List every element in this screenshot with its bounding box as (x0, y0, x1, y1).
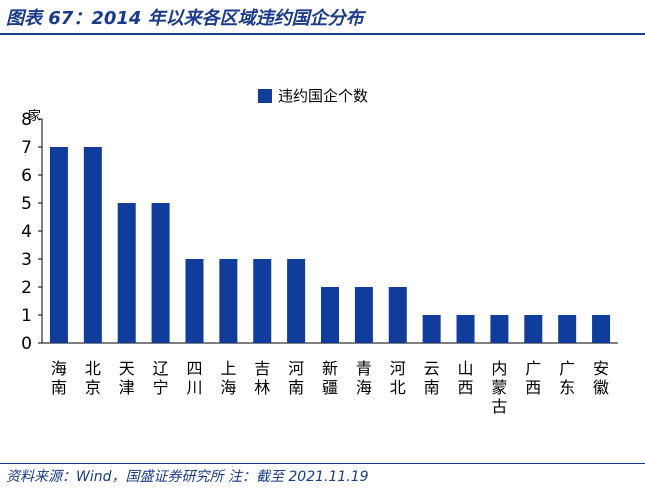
x-tick-label-char: 北 (85, 359, 101, 378)
x-tick-label-char: 河 (288, 359, 304, 378)
bar-广西 (524, 315, 543, 343)
source-note: 资料来源：Wind，国盛证券研究所 注：截至 2021.11.19 (6, 469, 369, 485)
x-tick-label-char: 辽 (153, 359, 169, 378)
footer-divider (0, 463, 645, 464)
x-tick-label-char: 林 (254, 378, 270, 397)
x-tick-label-char: 南 (424, 378, 440, 397)
bar-青海 (354, 287, 373, 343)
x-tick-label-char: 海 (356, 378, 372, 397)
x-tick-label-char: 新 (322, 359, 338, 378)
y-tick-label: 7 (21, 138, 32, 158)
bar-山西 (456, 315, 475, 343)
title-divider (0, 33, 645, 35)
bar-广东 (558, 315, 577, 343)
x-tick-label-char: 天 (119, 359, 135, 378)
x-tick-label-char: 宁 (153, 378, 169, 397)
bar-内蒙古 (490, 315, 509, 343)
x-tick-label-char: 徽 (593, 378, 609, 397)
bar-新疆 (321, 287, 339, 343)
x-tick-label-char: 海 (220, 378, 236, 397)
y-tick-label: 6 (21, 166, 32, 186)
x-tick-label-char: 青 (356, 359, 372, 378)
x-tick-label-char: 西 (525, 378, 541, 397)
bar-吉林 (253, 259, 272, 343)
bar-安徽 (592, 315, 611, 343)
y-axis-unit-label: 家 (28, 108, 41, 124)
bar-河南 (287, 259, 306, 343)
x-tick-label-char: 安 (593, 359, 609, 378)
x-tick-label-char: 河 (390, 359, 406, 378)
bar-chart: 012345678家海南北京天津辽宁四川上海吉林河南新疆青海河北云南山西内蒙古广… (21, 87, 618, 416)
y-tick-label: 0 (21, 334, 32, 354)
x-tick-label-char: 上 (220, 359, 236, 378)
x-tick-label-char: 川 (186, 378, 202, 397)
y-tick-label: 3 (21, 250, 32, 270)
legend-swatch (258, 89, 272, 103)
bar-河北 (388, 287, 407, 343)
x-tick-label-char: 吉 (254, 359, 270, 378)
x-tick-label-char: 西 (458, 378, 474, 397)
x-tick-label-char: 东 (559, 378, 575, 397)
x-tick-label-char: 蒙 (491, 378, 507, 397)
x-tick-label-char: 四 (186, 359, 202, 378)
x-tick-label-char: 海 (51, 359, 67, 378)
y-tick-label: 4 (21, 222, 32, 242)
bar-北京 (83, 147, 102, 343)
x-tick-label-char: 广 (559, 359, 575, 378)
x-tick-label-char: 云 (424, 359, 440, 378)
bar-云南 (422, 315, 441, 343)
bar-上海 (219, 259, 238, 343)
bar-天津 (117, 203, 136, 343)
y-tick-label: 1 (21, 306, 32, 326)
x-tick-label-char: 南 (288, 378, 304, 397)
x-tick-label-char: 疆 (322, 378, 338, 397)
x-tick-label-char: 山 (458, 359, 474, 378)
x-tick-label-char: 南 (51, 378, 67, 397)
y-tick-label: 8 (21, 110, 32, 130)
x-tick-label-char: 津 (119, 378, 135, 397)
legend-label: 违约国企个数 (278, 87, 368, 105)
bar-辽宁 (151, 203, 170, 343)
y-tick-label: 2 (21, 278, 32, 298)
x-tick-label-char: 北 (390, 378, 406, 397)
x-tick-label-char: 广 (525, 359, 541, 378)
bar-四川 (185, 259, 204, 343)
x-tick-label-char: 内 (491, 359, 507, 378)
figure-title: 图表 67：2014 年以来各区域违约国企分布 (6, 8, 364, 29)
bar-海南 (49, 147, 68, 343)
x-tick-label-char: 古 (491, 397, 507, 416)
y-tick-label: 5 (21, 194, 32, 214)
x-tick-label-char: 京 (85, 378, 101, 397)
